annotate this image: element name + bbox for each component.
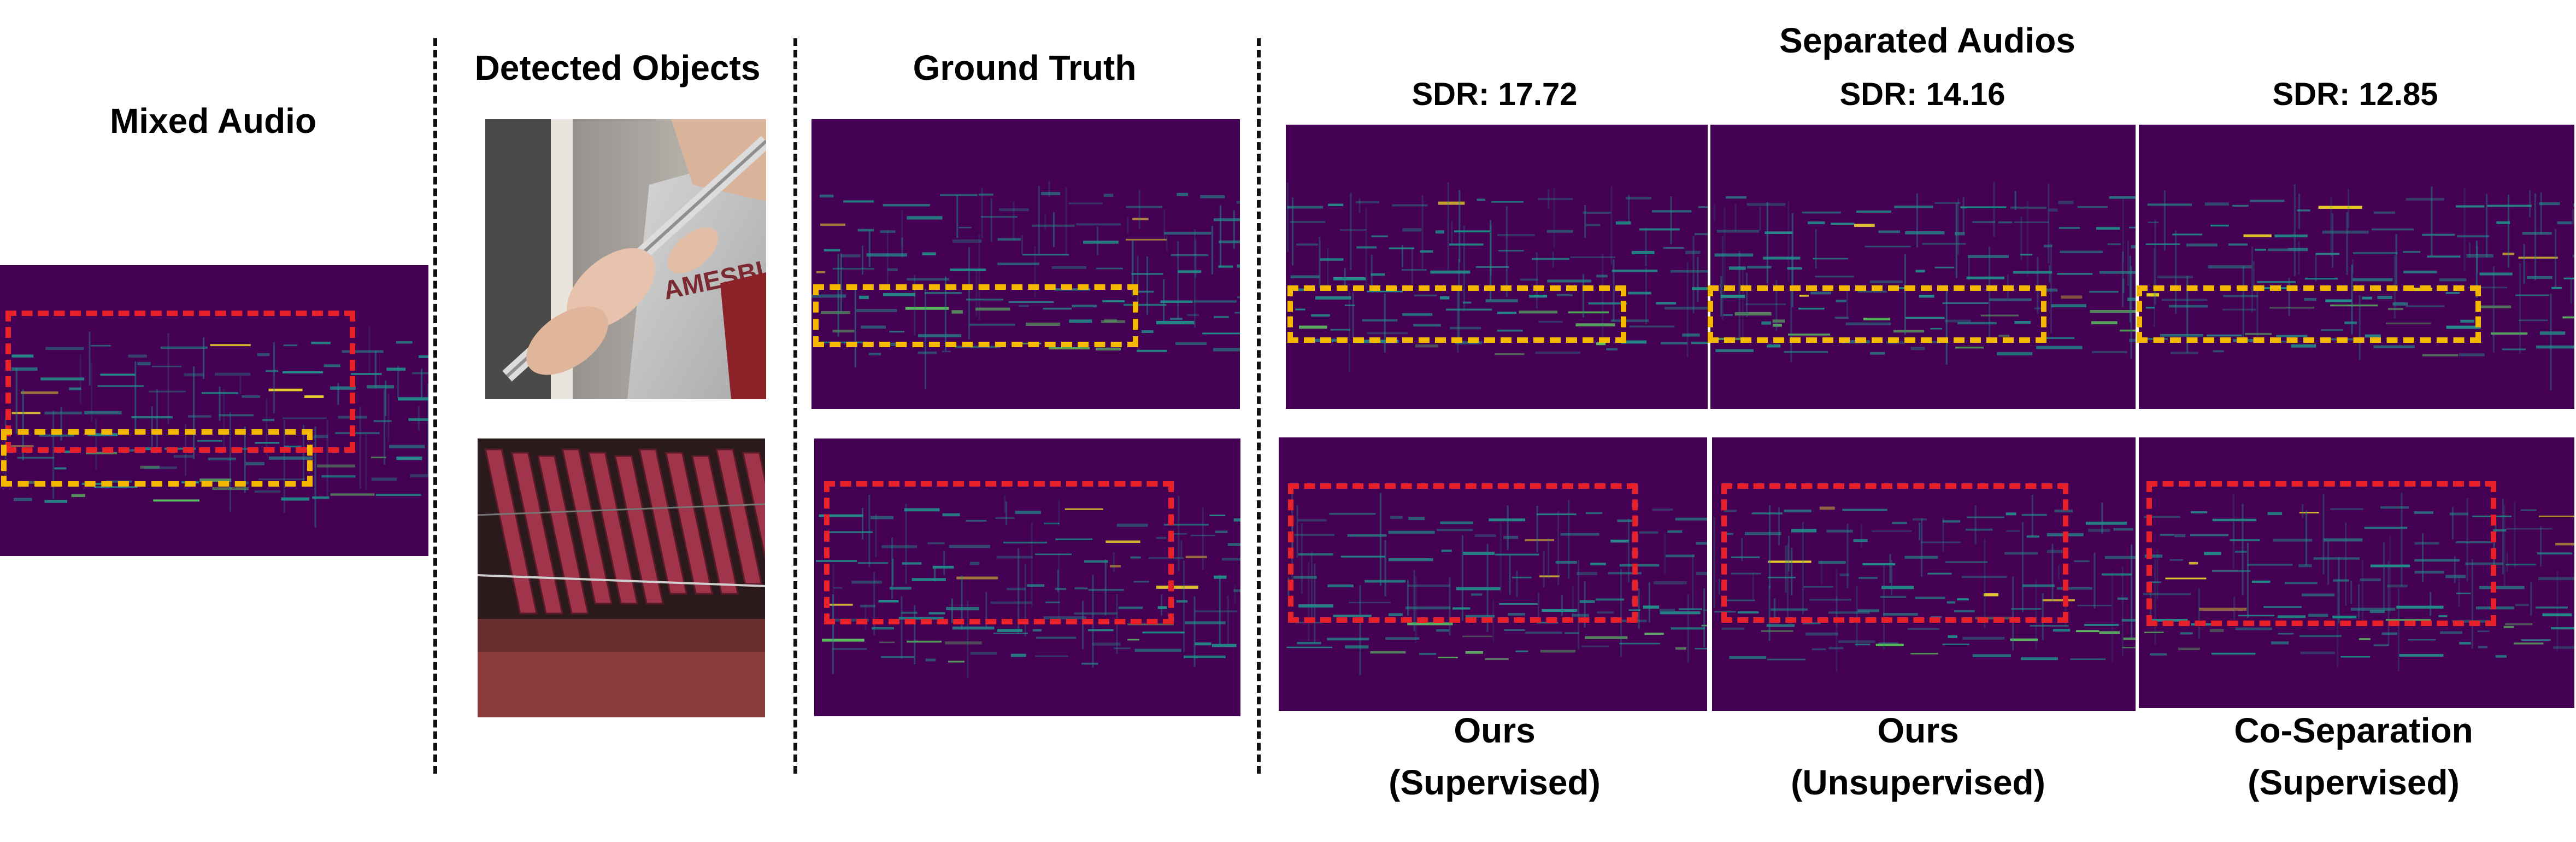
method-label-ours-supervised-line2: (Supervised): [1389, 763, 1601, 802]
spectrogram-texture: [4, 326, 428, 528]
separated-marimba-co-separation-red-box: [2146, 481, 2496, 626]
separated-marimba-ours-supervised-red-box: [1288, 483, 1638, 623]
sdr-label-ours-supervised: SDR: 17.72: [1411, 77, 1578, 112]
ground-truth-title: Ground Truth: [913, 48, 1137, 87]
spectrogram-texture: [811, 180, 1240, 390]
sdr-label-co-separation: SDR: 12.85: [2272, 77, 2438, 112]
separated-flute-co-separation-yellow-box: [2137, 285, 2481, 343]
separated-flute-ours-supervised: [1286, 125, 1708, 409]
flute-player-photo: AMESBU: [485, 119, 766, 399]
mixed-red-box: [5, 311, 355, 453]
flute-player-illustration: AMESBU: [485, 119, 766, 399]
mixed-audio-title: Mixed Audio: [109, 101, 317, 141]
spectrogram-texture: [1713, 182, 2136, 365]
spectrogram-texture: [2143, 492, 2574, 671]
separated-flute-ours-supervised-yellow-box: [1287, 285, 1626, 343]
separator-line-2: [793, 38, 797, 774]
ground-truth-red-box: [824, 481, 1174, 624]
spectrogram-texture: [2142, 184, 2574, 390]
separated-audios-title: Separated Audios: [1779, 21, 2075, 60]
sdr-label-ours-unsupervised: SDR: 14.16: [1839, 77, 2005, 112]
separated-flute-ours-unsupervised: [1710, 125, 2136, 409]
method-label-co-separation-line1: Co-Separation: [2234, 711, 2473, 750]
mixed-yellow-box: [1, 429, 313, 487]
marimba-illustration: [478, 438, 765, 717]
ground-truth-yellow-box: [813, 284, 1138, 347]
method-label-co-separation-line2: (Supervised): [2248, 763, 2460, 802]
method-label-ours-unsupervised-line2: (Unsupervised): [1791, 763, 2045, 802]
method-label-ours-unsupervised-line1: Ours: [1877, 711, 1959, 750]
separated-flute-ours-unsupervised-yellow-box: [1708, 285, 2046, 343]
spectrogram-texture: [816, 495, 1240, 678]
separated-flute-co-separation: [2139, 125, 2574, 409]
separated-marimba-ours-unsupervised-red-box: [1721, 483, 2068, 623]
ground-truth-spectrogram-flute: [811, 119, 1240, 409]
marimba-photo: [478, 438, 765, 717]
separator-line-1: [433, 38, 437, 774]
spectrogram-texture: [1287, 182, 1708, 372]
detected-objects-title: Detected Objects: [474, 48, 761, 87]
spectrogram-texture: [1713, 494, 2136, 672]
method-label-ours-supervised-line1: Ours: [1454, 711, 1536, 750]
spectrogram-texture: [1286, 492, 1707, 675]
separator-line-3: [1257, 38, 1261, 774]
